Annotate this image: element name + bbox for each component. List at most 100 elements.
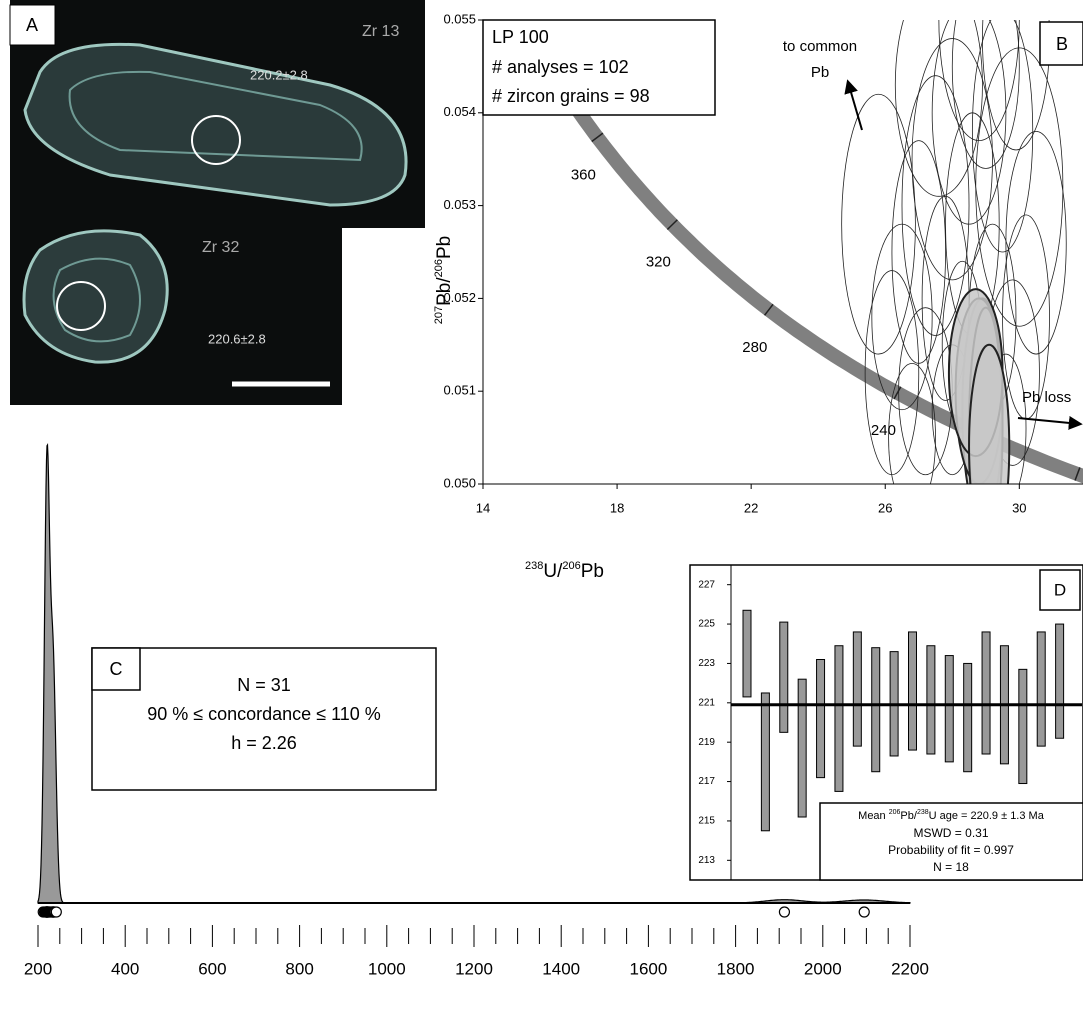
arrow bbox=[1017, 415, 1083, 430]
panel-label-box bbox=[9, 4, 56, 46]
mean-label-part: Mean bbox=[858, 810, 889, 822]
x-tick-label: 600 bbox=[198, 959, 226, 978]
x-tick-label: 2000 bbox=[804, 959, 842, 978]
age-tick bbox=[763, 303, 774, 316]
analysis-ellipse bbox=[951, 20, 1020, 169]
analysis-ellipse bbox=[931, 20, 1007, 225]
analysis-ellipse bbox=[871, 223, 933, 411]
mean-label-part: 238 bbox=[917, 809, 929, 816]
mean-label: Mean 206Pb/238U age = 220.9 ± 1.3 Ma bbox=[858, 809, 1045, 822]
panel-label: D bbox=[1054, 580, 1066, 599]
grain-name: Zr 13 bbox=[362, 23, 399, 40]
concordant-ellipse bbox=[968, 343, 1011, 484]
age-tick bbox=[591, 132, 604, 143]
stats-text: N = 18 bbox=[933, 860, 969, 874]
annotation: # analyses = 102 bbox=[492, 57, 629, 77]
zircon-grain bbox=[23, 42, 408, 207]
sample-name: LP 100 bbox=[492, 27, 549, 47]
x-tick-label: 2200 bbox=[891, 959, 929, 978]
y-tick-label: 223 bbox=[698, 658, 715, 669]
box bbox=[819, 802, 1083, 881]
x-tick-label: 800 bbox=[285, 959, 313, 978]
stats-text: h = 2.26 bbox=[231, 733, 297, 753]
age-tick bbox=[893, 386, 902, 400]
annotation: Pb bbox=[811, 64, 829, 81]
age-tick bbox=[666, 219, 678, 231]
age-label: 280 bbox=[742, 339, 767, 356]
y-tick-label: 227 bbox=[698, 579, 715, 590]
error-bar bbox=[742, 609, 752, 698]
y-axis-label: 207Pb/206Pb bbox=[433, 236, 455, 325]
analysis-ellipse bbox=[841, 93, 916, 355]
analysis-ellipse bbox=[938, 20, 1020, 142]
stats-text: 90 % ≤ concordance ≤ 110 % bbox=[147, 704, 381, 724]
error-bar bbox=[908, 631, 917, 751]
y-tick-label: 0.052 bbox=[443, 290, 476, 305]
panel-label: C bbox=[110, 659, 123, 679]
x-tick-label: 400 bbox=[111, 959, 139, 978]
error-bar bbox=[834, 645, 844, 792]
error-bar bbox=[1055, 623, 1065, 739]
analysis-ellipse bbox=[1005, 130, 1067, 355]
box bbox=[91, 647, 141, 691]
annotation: to common bbox=[783, 38, 857, 55]
age-point bbox=[50, 906, 62, 918]
spot bbox=[56, 281, 106, 331]
box bbox=[1039, 569, 1081, 611]
mean-label-part: 206 bbox=[889, 809, 901, 816]
box bbox=[91, 647, 437, 791]
grain-age: 220.2±2.8 bbox=[250, 67, 308, 82]
x-axis-label-part: 238 bbox=[525, 560, 543, 572]
error-bar bbox=[963, 662, 973, 773]
error-bar bbox=[871, 647, 881, 773]
panel-label: A bbox=[26, 15, 38, 35]
x-tick-label: 200 bbox=[24, 959, 52, 978]
analysis-ellipse bbox=[894, 20, 983, 197]
error-bar bbox=[981, 631, 991, 755]
x-tick-label: 26 bbox=[878, 500, 892, 515]
x-tick-label: 1400 bbox=[542, 959, 580, 978]
age-label: 320 bbox=[646, 254, 671, 271]
error-bar bbox=[852, 631, 862, 747]
age-label: 200 bbox=[1051, 503, 1076, 520]
x-axis-label-part: U/ bbox=[543, 561, 563, 582]
y-tick-label: 0.054 bbox=[443, 104, 476, 119]
error-bar bbox=[1018, 668, 1028, 785]
spot bbox=[191, 115, 241, 165]
y-tick-label: 0.053 bbox=[443, 197, 476, 212]
x-tick-label: 1600 bbox=[629, 959, 667, 978]
x-tick-label: 14 bbox=[476, 500, 490, 515]
error-bar bbox=[760, 692, 770, 832]
y-tick-label: 219 bbox=[698, 737, 715, 748]
concordia-plot: 200 240 280 320 360 bbox=[513, 20, 1083, 520]
y-tick-label: 0.055 bbox=[443, 11, 476, 26]
box bbox=[1039, 21, 1083, 66]
analysis-ellipse bbox=[901, 75, 970, 336]
arrow bbox=[844, 79, 863, 131]
zircon-zoning bbox=[52, 257, 141, 343]
error-bar bbox=[779, 621, 789, 733]
error-bar bbox=[944, 655, 954, 763]
grain-age: 220.6±2.8 bbox=[208, 331, 266, 346]
x-tick-label: 1800 bbox=[717, 959, 755, 978]
panel-a: A Zr 13 220.2±2.8 Zr 32 220.6±2.8 bbox=[9, 0, 425, 405]
age-label: 240 bbox=[871, 422, 896, 439]
analysis-ellipse bbox=[971, 20, 1034, 253]
panel-label: B bbox=[1056, 34, 1068, 54]
analysis-ellipse bbox=[864, 270, 920, 476]
x-axis-label-part: Pb bbox=[581, 561, 604, 582]
analysis-ellipse bbox=[911, 38, 993, 281]
y-axis-label-part: Pb/ bbox=[434, 277, 455, 306]
annotation: Pb loss bbox=[1022, 389, 1071, 406]
y-axis-label-part: Pb bbox=[434, 236, 455, 259]
x-axis-label: 238U/206Pb bbox=[525, 560, 604, 582]
y-axis-label-part: 207 bbox=[433, 306, 445, 324]
x-tick-label: 18 bbox=[610, 500, 624, 515]
y-tick-label: 0.051 bbox=[443, 383, 476, 398]
mean-label-part: U age = 220.9 ± 1.3 Ma bbox=[929, 810, 1045, 822]
y-tick-label: 0.050 bbox=[443, 475, 476, 490]
x-axis-label-part: 206 bbox=[562, 560, 580, 572]
y-tick-label: 215 bbox=[698, 816, 715, 827]
